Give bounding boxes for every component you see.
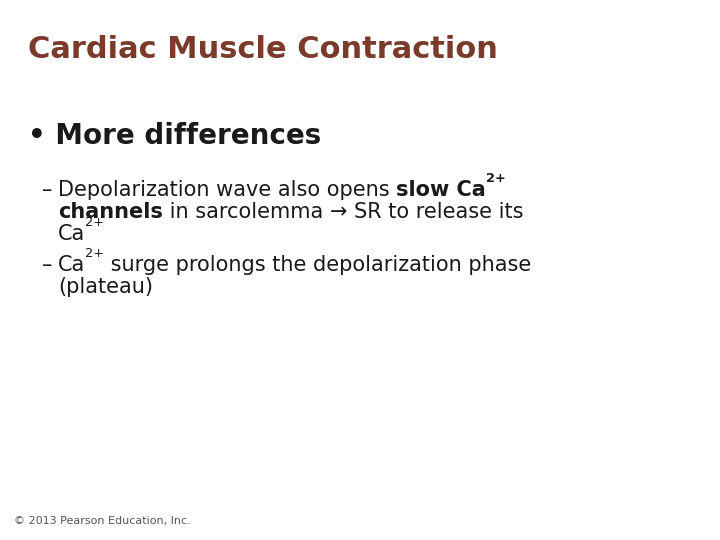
Text: Ca: Ca bbox=[0, 539, 1, 540]
Text: in sarcolemma → SR to release its: in sarcolemma → SR to release its bbox=[163, 202, 523, 222]
Text: 2+: 2+ bbox=[85, 216, 104, 229]
Text: Ca: Ca bbox=[58, 224, 85, 244]
Text: • More differences: • More differences bbox=[28, 122, 321, 150]
Text: 2+: 2+ bbox=[85, 247, 104, 260]
Text: © 2013 Pearson Education, Inc.: © 2013 Pearson Education, Inc. bbox=[14, 516, 191, 526]
Text: 2+: 2+ bbox=[0, 539, 1, 540]
Text: surge prolongs the depolarization phase: surge prolongs the depolarization phase bbox=[104, 255, 531, 275]
Text: channels: channels bbox=[0, 539, 1, 540]
Text: (plateau): (plateau) bbox=[58, 277, 153, 297]
Text: Depolarization wave also opens: Depolarization wave also opens bbox=[58, 180, 396, 200]
Text: –: – bbox=[42, 180, 53, 200]
Text: slow Ca: slow Ca bbox=[396, 180, 486, 200]
Text: in sarcolemma → SR to release its: in sarcolemma → SR to release its bbox=[0, 539, 1, 540]
Text: channels: channels bbox=[58, 202, 163, 222]
Text: 2+: 2+ bbox=[486, 172, 505, 185]
Text: Cardiac Muscle Contraction: Cardiac Muscle Contraction bbox=[28, 35, 498, 64]
Text: Ca: Ca bbox=[58, 255, 85, 275]
Text: –: – bbox=[42, 255, 53, 275]
